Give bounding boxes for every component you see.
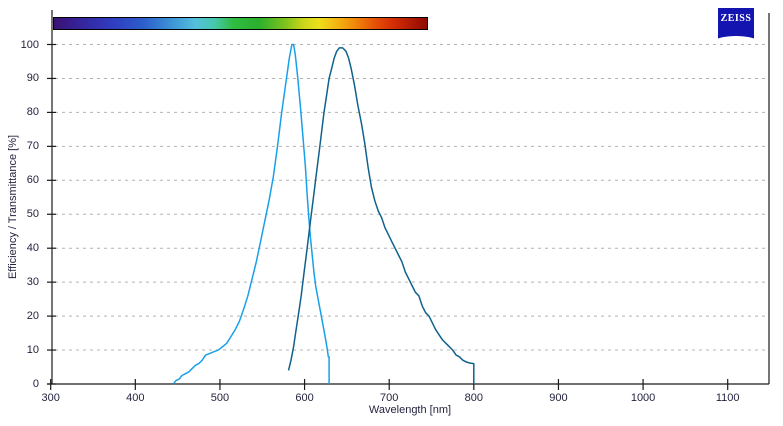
y-tick-label: 90 — [26, 72, 39, 85]
y-tick-label: 40 — [26, 242, 39, 255]
x-tick-label: 300 — [41, 392, 60, 404]
y-tick-label: 60 — [26, 174, 39, 187]
y-axis-title: Efficiency / Transmittance [%] — [7, 134, 19, 280]
x-tick-label: 500 — [210, 392, 230, 404]
light-blue-curve — [172, 43, 330, 385]
y-tick-label: 80 — [26, 106, 39, 119]
y-tick-label: 70 — [26, 140, 39, 153]
x-tick-label: 900 — [549, 392, 568, 404]
wavelength-spectrum-bar — [53, 17, 428, 30]
x-tick-label: 1000 — [630, 392, 656, 404]
y-tick-label: 20 — [26, 310, 39, 323]
zeiss-logo: ZEISS — [718, 8, 754, 41]
y-tick-label: 10 — [26, 344, 39, 357]
y-tick-label: 100 — [20, 38, 39, 51]
y-tick-label: 30 — [26, 276, 39, 289]
zeiss-logo-curve — [718, 36, 754, 41]
x-tick-label: 400 — [126, 392, 145, 404]
y-tick-label: 50 — [26, 208, 39, 221]
zeiss-logo-text: ZEISS — [720, 13, 752, 24]
x-tick-label: 1100 — [715, 392, 740, 404]
x-tick-label: 600 — [295, 392, 314, 404]
dark-blue-curve — [287, 47, 475, 384]
x-tick-label: 800 — [464, 392, 483, 404]
x-axis-title: Wavelength [nm] — [368, 404, 452, 416]
x-tick-label: 700 — [380, 392, 399, 404]
y-tick-label: 0 — [32, 378, 39, 390]
zeiss-logo-square — [718, 8, 754, 41]
